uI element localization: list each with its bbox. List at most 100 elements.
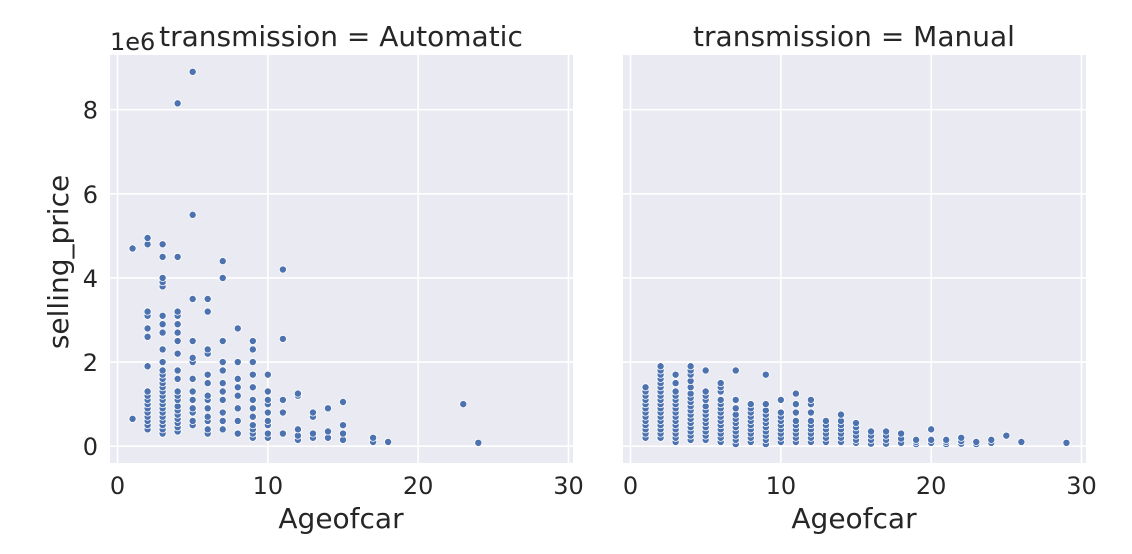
- data-point-manual: [791, 400, 800, 409]
- data-point-manual: [806, 408, 815, 417]
- data-point-manual: [897, 429, 906, 438]
- data-point-automatic: [248, 412, 257, 421]
- data-point-automatic: [158, 273, 167, 282]
- x-tick-label: 0: [623, 472, 638, 500]
- data-point-automatic: [248, 395, 257, 404]
- y-axis-label: selling_price: [42, 175, 75, 349]
- data-point-automatic: [339, 398, 348, 407]
- points-manual: [641, 362, 1071, 449]
- data-point-manual: [852, 419, 861, 428]
- data-point-manual: [806, 395, 815, 404]
- data-point-manual: [731, 404, 740, 413]
- data-point-automatic: [233, 429, 242, 438]
- data-point-automatic: [158, 358, 167, 367]
- data-point-automatic: [203, 370, 212, 379]
- data-point-automatic: [188, 67, 197, 76]
- data-point-automatic: [188, 387, 197, 396]
- data-point-automatic: [188, 374, 197, 383]
- data-point-automatic: [384, 437, 393, 446]
- data-point-automatic: [173, 320, 182, 329]
- data-point-automatic: [248, 370, 257, 379]
- data-point-manual: [791, 389, 800, 398]
- data-point-automatic: [248, 421, 257, 430]
- data-point-automatic: [143, 332, 152, 341]
- y-tick-label: 6: [83, 181, 98, 209]
- y-tick-labels: 0 2 4 6 8: [83, 97, 98, 461]
- y-tick-label: 2: [83, 349, 98, 377]
- data-point-manual: [731, 366, 740, 375]
- data-point-automatic: [143, 233, 152, 242]
- x-tick-label: 20: [916, 472, 947, 500]
- data-point-automatic: [248, 345, 257, 354]
- gridlines-manual: [623, 55, 1086, 463]
- panel-title-manual: transmission = Manual: [693, 20, 1015, 53]
- data-point-manual: [957, 433, 966, 442]
- data-point-manual: [1017, 437, 1026, 446]
- data-point-automatic: [203, 404, 212, 413]
- data-point-automatic: [218, 387, 227, 396]
- data-point-automatic: [233, 391, 242, 400]
- data-point-manual: [942, 435, 951, 444]
- data-point-automatic: [173, 387, 182, 396]
- data-point-automatic: [188, 404, 197, 413]
- data-point-automatic: [203, 412, 212, 421]
- data-point-automatic: [278, 408, 287, 417]
- data-point-automatic: [188, 416, 197, 425]
- x-axis-label-automatic: Ageofcar: [278, 502, 404, 535]
- data-point-manual: [716, 379, 725, 388]
- data-point-automatic: [308, 429, 317, 438]
- data-point-automatic: [218, 358, 227, 367]
- data-point-automatic: [293, 425, 302, 434]
- data-point-automatic: [233, 416, 242, 425]
- data-point-automatic: [188, 210, 197, 219]
- data-point-automatic: [203, 307, 212, 316]
- data-point-manual: [821, 416, 830, 425]
- data-point-automatic: [248, 337, 257, 346]
- data-point-automatic: [339, 429, 348, 438]
- data-point-automatic: [263, 387, 272, 396]
- data-point-automatic: [203, 294, 212, 303]
- data-point-automatic: [293, 389, 302, 398]
- data-point-manual: [972, 437, 981, 446]
- data-point-manual: [776, 395, 785, 404]
- x-tick-label: 0: [110, 472, 125, 500]
- data-point-automatic: [278, 334, 287, 343]
- data-point-automatic: [218, 416, 227, 425]
- data-point-manual: [716, 395, 725, 404]
- data-point-manual: [761, 370, 770, 379]
- data-point-automatic: [173, 366, 182, 375]
- data-point-automatic: [218, 379, 227, 388]
- data-point-automatic: [173, 252, 182, 261]
- data-point-automatic: [233, 383, 242, 392]
- data-point-automatic: [188, 294, 197, 303]
- data-point-automatic: [369, 433, 378, 442]
- y-tick-label: 0: [83, 433, 98, 461]
- data-point-automatic: [143, 324, 152, 333]
- data-point-automatic: [233, 358, 242, 367]
- x-tick-labels-manual: 0 10 20 30: [623, 472, 1097, 500]
- x-tick-labels-automatic: 0 10 20 30: [110, 472, 584, 500]
- data-point-manual: [731, 395, 740, 404]
- data-point-automatic: [158, 311, 167, 320]
- x-tick-label: 10: [253, 472, 284, 500]
- data-point-automatic: [218, 395, 227, 404]
- data-point-automatic: [173, 307, 182, 316]
- x-tick-label: 20: [403, 472, 434, 500]
- data-point-automatic: [248, 383, 257, 392]
- x-tick-label: 10: [766, 472, 797, 500]
- data-point-automatic: [233, 324, 242, 333]
- data-point-manual: [912, 435, 921, 444]
- data-point-automatic: [128, 244, 137, 253]
- data-point-automatic: [218, 366, 227, 375]
- data-point-automatic: [278, 265, 287, 274]
- data-point-automatic: [143, 307, 152, 316]
- data-point-automatic: [278, 395, 287, 404]
- data-point-automatic: [158, 328, 167, 337]
- data-point-automatic: [143, 362, 152, 371]
- data-point-manual: [1062, 438, 1071, 447]
- data-point-automatic: [218, 273, 227, 282]
- data-point-automatic: [203, 425, 212, 434]
- data-point-manual: [671, 379, 680, 388]
- data-point-automatic: [263, 395, 272, 404]
